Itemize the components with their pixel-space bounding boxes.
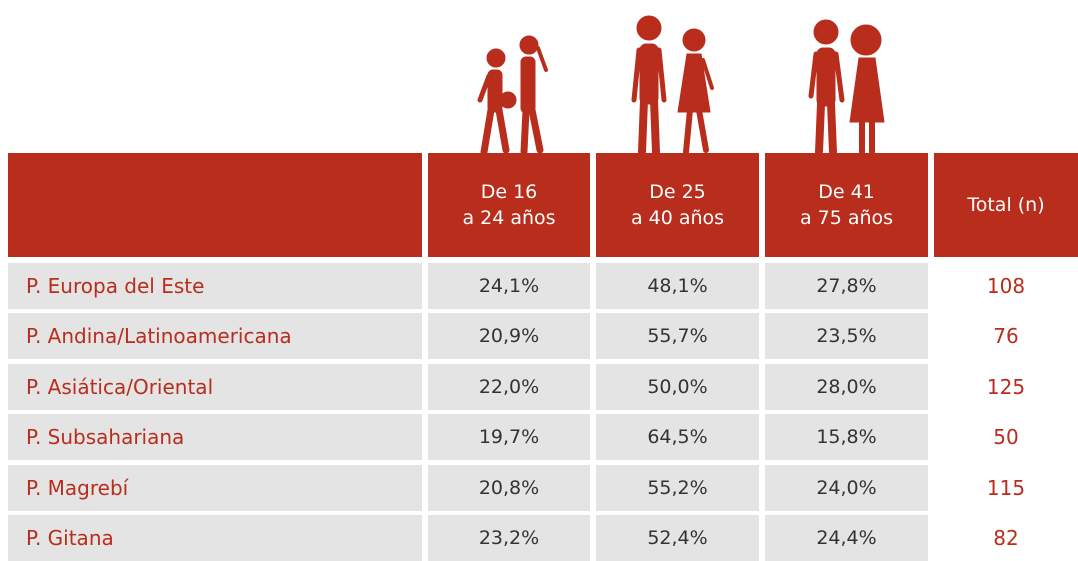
- cell-text: 28,0%: [816, 376, 876, 398]
- header-text: Total (n): [967, 192, 1044, 218]
- figures: [0, 0, 1078, 160]
- cell-text: 24,1%: [479, 275, 539, 297]
- row-label: P. Andina/Latinoamericana: [8, 313, 422, 359]
- cell-text: 55,7%: [647, 325, 707, 347]
- header-line: De 25: [649, 179, 706, 205]
- cell-text: P. Europa del Este: [26, 274, 204, 298]
- header-line: De 16: [481, 179, 538, 205]
- percent-cell: 19,7%: [428, 414, 590, 460]
- header-line: a 40 años: [631, 205, 724, 231]
- percent-cell: 55,2%: [596, 465, 759, 511]
- cell-text: P. Andina/Latinoamericana: [26, 324, 292, 348]
- percent-cell: 23,2%: [428, 515, 590, 561]
- cell-text: 52,4%: [647, 527, 707, 549]
- total-cell: 82: [934, 515, 1078, 561]
- cell-text: 50,0%: [647, 376, 707, 398]
- total-cell: 76: [934, 313, 1078, 359]
- percent-cell: 50,0%: [596, 364, 759, 410]
- total-cell: 108: [934, 263, 1078, 309]
- percent-cell: 22,0%: [428, 364, 590, 410]
- cell-text: 76: [993, 324, 1018, 348]
- percent-cell: 24,1%: [428, 263, 590, 309]
- cell-text: 15,8%: [816, 426, 876, 448]
- percent-cell: 24,0%: [765, 465, 928, 511]
- cell-text: P. Asiática/Oriental: [26, 375, 213, 399]
- percent-cell: 48,1%: [596, 263, 759, 309]
- percent-cell: 24,4%: [765, 515, 928, 561]
- header-cell: Total (n): [934, 153, 1078, 257]
- page: De 16a 24 añosDe 25a 40 añosDe 41a 75 añ…: [0, 0, 1078, 554]
- figure-adult: [634, 16, 712, 152]
- cell-text: P. Subsahariana: [26, 425, 184, 449]
- total-cell: 115: [934, 465, 1078, 511]
- cell-text: 27,8%: [816, 275, 876, 297]
- percent-cell: 64,5%: [596, 414, 759, 460]
- cell-text: 48,1%: [647, 275, 707, 297]
- cell-text: P. Gitana: [26, 526, 114, 550]
- percent-cell: 28,0%: [765, 364, 928, 410]
- header-line: De 41: [818, 179, 875, 205]
- percent-cell: 27,8%: [765, 263, 928, 309]
- percent-cell: 20,9%: [428, 313, 590, 359]
- cell-text: 24,0%: [816, 477, 876, 499]
- cell-text: 20,8%: [479, 477, 539, 499]
- cell-text: 108: [987, 274, 1025, 298]
- cell-text: 23,5%: [816, 325, 876, 347]
- total-cell: 50: [934, 414, 1078, 460]
- row-label: P. Asiática/Oriental: [8, 364, 422, 410]
- percent-cell: 20,8%: [428, 465, 590, 511]
- cell-text: 19,7%: [479, 426, 539, 448]
- header-line: a 24 años: [462, 205, 555, 231]
- percent-cell: 15,8%: [765, 414, 928, 460]
- cell-text: 82: [993, 526, 1018, 550]
- cell-text: 115: [987, 476, 1025, 500]
- cell-text: P. Magrebí: [26, 476, 128, 500]
- figure-young: [480, 36, 546, 152]
- cell-text: 55,2%: [647, 477, 707, 499]
- cell-text: 24,4%: [816, 527, 876, 549]
- cell-text: 20,9%: [479, 325, 539, 347]
- total-cell: 125: [934, 364, 1078, 410]
- cell-text: 64,5%: [647, 426, 707, 448]
- percent-cell: 52,4%: [596, 515, 759, 561]
- figure-senior: [811, 20, 884, 152]
- header-blank: [8, 153, 422, 257]
- cell-text: 50: [993, 425, 1018, 449]
- cell-text: 22,0%: [479, 376, 539, 398]
- percent-cell: 55,7%: [596, 313, 759, 359]
- percent-cell: 23,5%: [765, 313, 928, 359]
- row-label: P. Gitana: [8, 515, 422, 561]
- header-line: a 75 años: [800, 205, 893, 231]
- cell-text: 125: [987, 375, 1025, 399]
- cell-text: 23,2%: [479, 527, 539, 549]
- row-label: P. Subsahariana: [8, 414, 422, 460]
- row-label: P. Magrebí: [8, 465, 422, 511]
- row-label: P. Europa del Este: [8, 263, 422, 309]
